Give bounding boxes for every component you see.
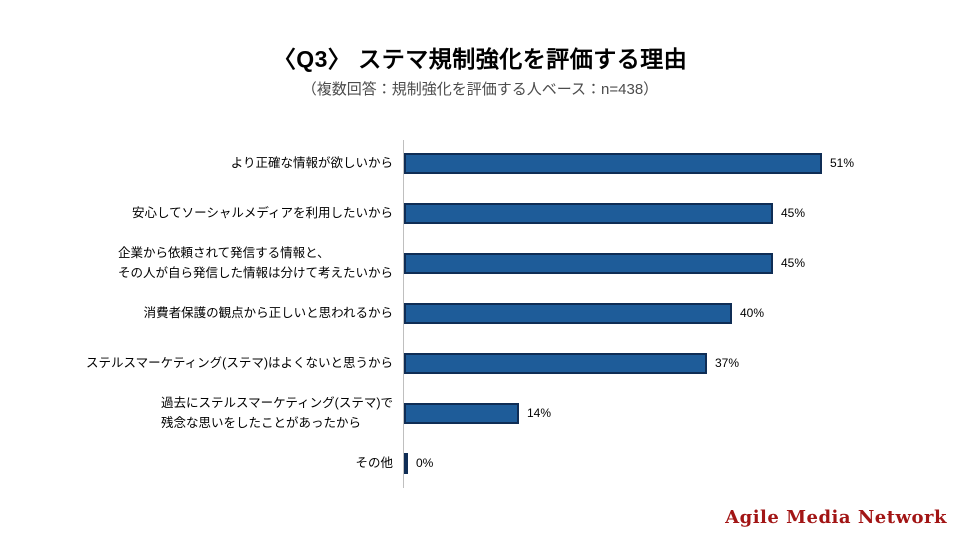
chart-row: 企業から依頼されて発信する情報と、 その人が自ら発信した情報は分けて考えたいから 4… — [0, 238, 960, 288]
value-label: 51% — [830, 156, 855, 170]
chart-row: 過去にステルスマーケティング(ステマ)で 残念な思いをしたことがあったから 14% — [0, 388, 960, 438]
chart-row: 安心してソーシャルメディアを利用したいから 45% — [0, 188, 960, 238]
bar-track: 0% — [404, 438, 960, 488]
category-label: 過去にステルスマーケティング(ステマ)で 残念な思いをしたことがあったから — [0, 393, 404, 433]
chart-subtitle: （複数回答：規制強化を評価する人ベース：n=438） — [301, 81, 659, 98]
y-axis-line — [403, 140, 404, 488]
category-label-text: ステルスマーケティング(ステマ)はよくないと思うから — [86, 356, 393, 370]
category-label-text: より正確な情報が欲しいから — [230, 156, 393, 170]
bar-chart: より正確な情報が欲しいから 51% 安心してソーシャルメディアを利用したいから 45%… — [0, 138, 960, 488]
bar-track: 45% — [404, 238, 960, 288]
category-label: その他 — [0, 453, 404, 473]
value-label: 0% — [416, 456, 434, 470]
value-label: 37% — [715, 356, 740, 370]
agile-media-network-logo: Agile Media Network — [725, 507, 947, 528]
category-label-text: その他 — [355, 456, 393, 470]
category-label-text: 消費者保護の観点から正しいと思われるから — [143, 306, 393, 320]
category-label: 安心してソーシャルメディアを利用したいから — [0, 203, 404, 223]
value-label: 45% — [781, 256, 806, 270]
bar-track: 45% — [404, 188, 960, 238]
bar-track: 37% — [404, 338, 960, 388]
bar — [404, 202, 773, 224]
chart-title: 〈Q3〉 ステマ規制強化を評価する理由 — [272, 46, 688, 72]
category-label: ステルスマーケティング(ステマ)はよくないと思うから — [0, 353, 404, 373]
chart-row: その他 0% — [0, 438, 960, 488]
bar-track: 14% — [404, 388, 960, 438]
bar — [404, 452, 408, 474]
bar — [404, 402, 519, 424]
value-label: 14% — [527, 406, 552, 420]
value-label: 40% — [740, 306, 765, 320]
bar — [404, 152, 822, 174]
category-label: 企業から依頼されて発信する情報と、 その人が自ら発信した情報は分けて考えたいから — [0, 243, 404, 283]
category-label-text: 安心してソーシャルメディアを利用したいから — [131, 206, 393, 220]
bar — [404, 352, 707, 374]
chart-row: 消費者保護の観点から正しいと思われるから 40% — [0, 288, 960, 338]
value-label: 45% — [781, 206, 806, 220]
bar — [404, 302, 732, 324]
bar — [404, 252, 773, 274]
category-label-text: 過去にステルスマーケティング(ステマ)で 残念な思いをしたことがあったから — [161, 396, 393, 430]
bar-track: 51% — [404, 138, 960, 188]
chart-row: より正確な情報が欲しいから 51% — [0, 138, 960, 188]
category-label: より正確な情報が欲しいから — [0, 153, 404, 173]
category-label-text: 企業から依頼されて発信する情報と、 その人が自ら発信した情報は分けて考えたいから — [117, 246, 393, 280]
category-label: 消費者保護の観点から正しいと思われるから — [0, 303, 404, 323]
chart-row: ステルスマーケティング(ステマ)はよくないと思うから 37% — [0, 338, 960, 388]
bar-track: 40% — [404, 288, 960, 338]
